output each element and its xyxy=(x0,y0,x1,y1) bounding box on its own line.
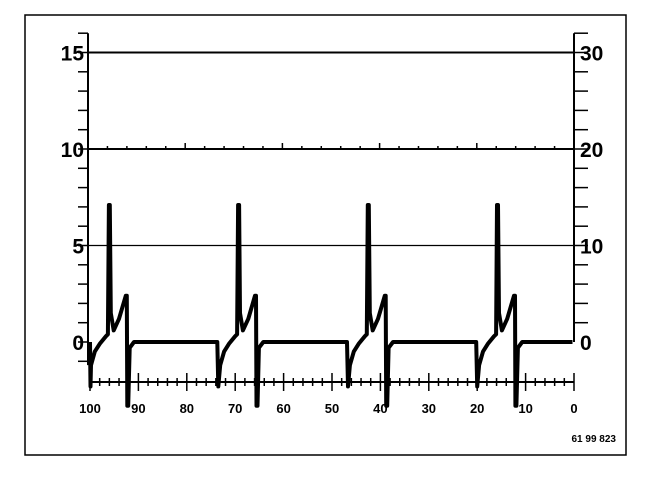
figure-code: 61 99 823 xyxy=(572,434,617,445)
x-tick-label: 10 xyxy=(518,401,532,416)
x-tick-label: 50 xyxy=(325,401,339,416)
y-tick-label: 0 xyxy=(72,332,84,355)
x-tick-label: 30 xyxy=(422,401,436,416)
y2-tick-label: 0 xyxy=(580,332,592,355)
x-tick-label: 80 xyxy=(180,401,194,416)
y2-tick-label: 30 xyxy=(580,43,603,66)
y2-tick-label: 20 xyxy=(580,139,603,162)
x-tick-label: 100 xyxy=(79,401,101,416)
figure-frame xyxy=(24,14,627,456)
signal-trace xyxy=(88,203,573,408)
x-tick-label: 60 xyxy=(276,401,290,416)
x-tick-label: 70 xyxy=(228,401,242,416)
x-tick-label: 40 xyxy=(373,401,387,416)
grid-lines xyxy=(88,51,574,247)
y-tick-label: 5 xyxy=(72,236,84,259)
x-tick-label: 90 xyxy=(131,401,145,416)
y-tick-label: 10 xyxy=(61,139,84,162)
y2-tick-label: 10 xyxy=(580,236,603,259)
y-tick-label: 15 xyxy=(61,43,85,66)
x-tick-label: 0 xyxy=(570,401,577,416)
series-line-0 xyxy=(88,203,573,408)
x-tick-label: 20 xyxy=(470,401,484,416)
axes xyxy=(78,32,588,391)
